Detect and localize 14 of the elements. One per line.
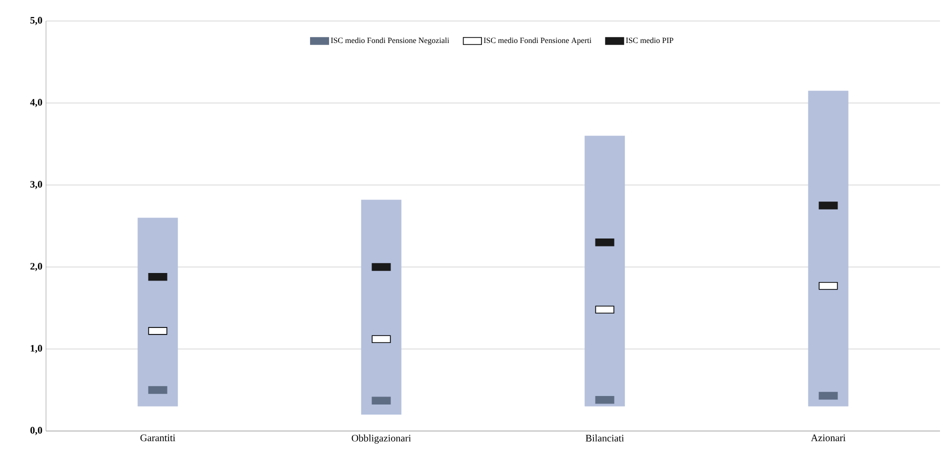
- y-tick-label: 0,0: [30, 426, 42, 436]
- bar: [361, 200, 402, 415]
- y-tick-label: 1,0: [30, 344, 42, 354]
- bar: [808, 90, 848, 406]
- bar: [138, 218, 178, 406]
- x-tick-label: Garantiti: [140, 434, 176, 442]
- y-tick-label: 4,0: [30, 98, 42, 108]
- y-tick-label: 5,0: [30, 16, 42, 26]
- bar: [584, 136, 625, 406]
- y-tick-label: 3,0: [30, 180, 42, 190]
- x-tick-label: Azionari: [810, 434, 846, 442]
- y-tick-label: 2,0: [30, 262, 42, 272]
- x-tick-label: Obbligazionari: [352, 434, 411, 444]
- x-tick-label: Bilanciati: [586, 434, 624, 442]
